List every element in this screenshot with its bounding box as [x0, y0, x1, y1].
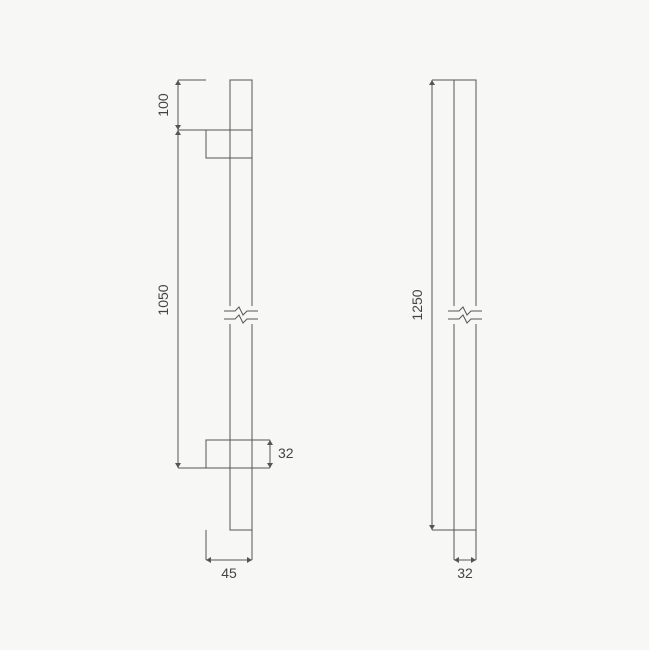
technical-drawing: 100 1050 32 45 1250 32: [0, 0, 649, 650]
dim-label: 1050: [155, 284, 171, 315]
canvas-bg: [0, 0, 649, 650]
dim-label: 1250: [409, 289, 425, 320]
dim-label: 45: [221, 565, 237, 581]
dim-label: 32: [278, 445, 294, 461]
dim-label: 100: [155, 93, 171, 117]
dim-label: 32: [457, 565, 473, 581]
